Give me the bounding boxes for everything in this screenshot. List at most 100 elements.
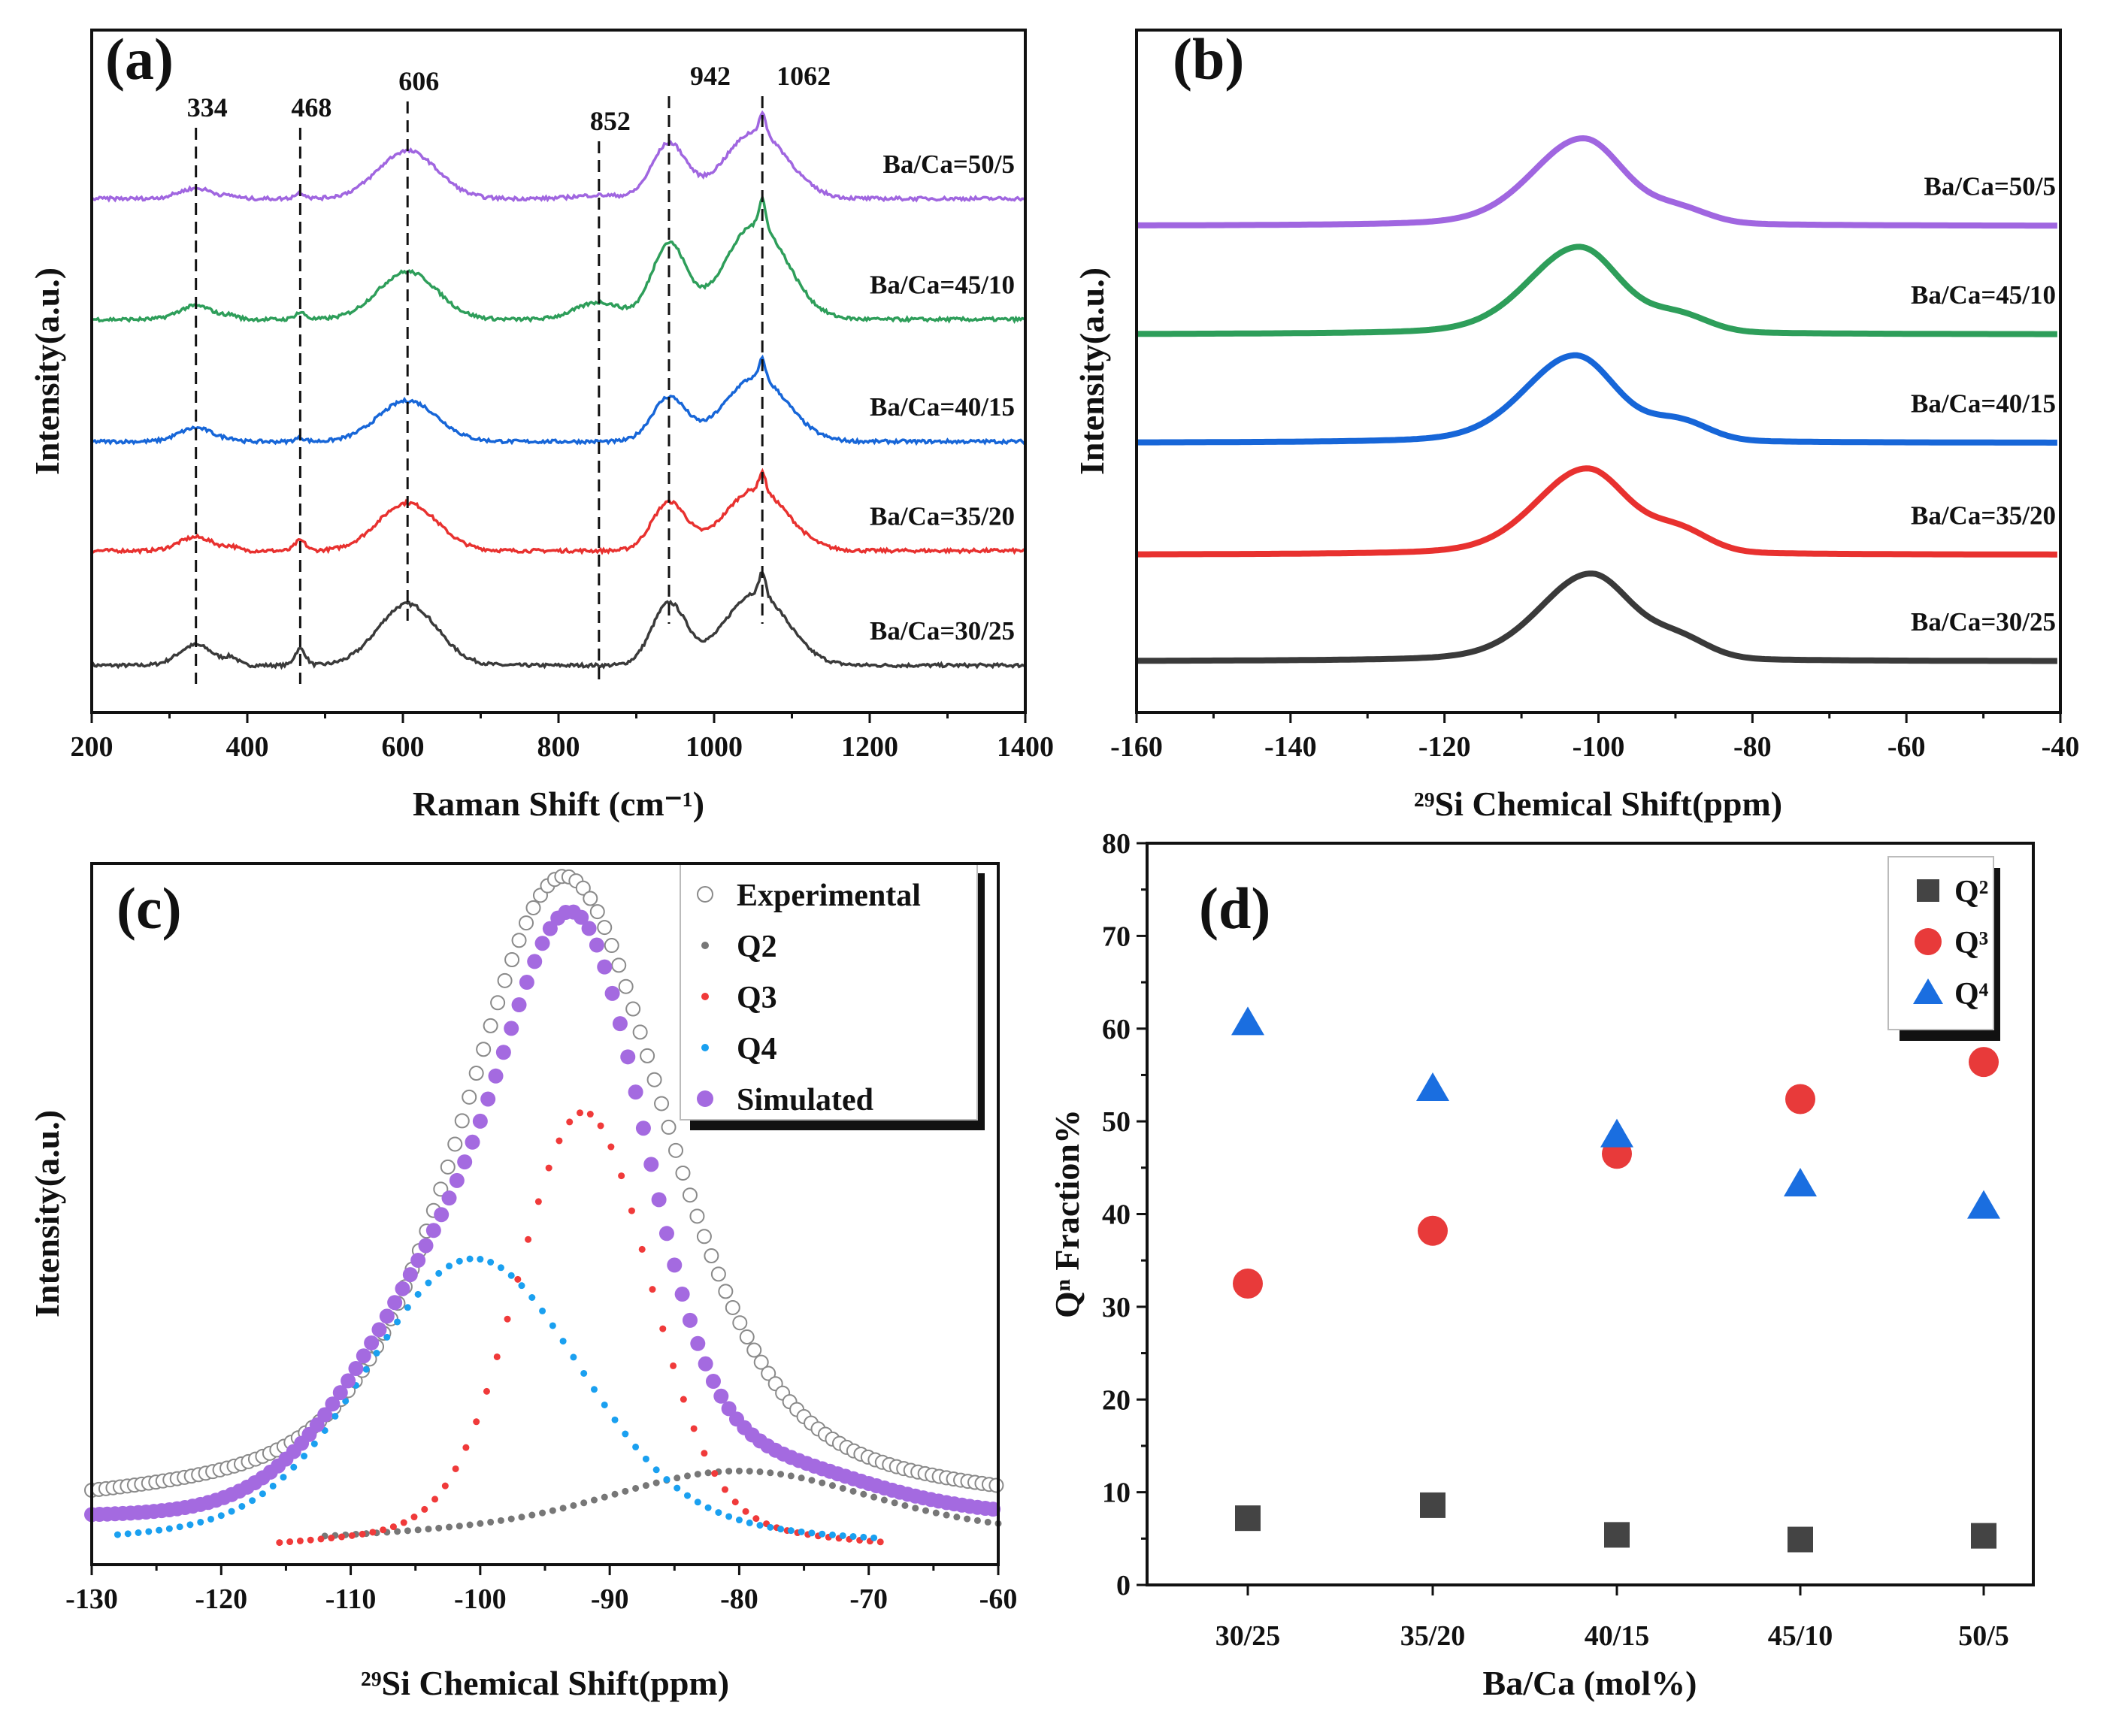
q3-point [338, 1533, 346, 1541]
peak-marker-label: 942 [690, 61, 731, 91]
experimental-point [668, 1142, 684, 1158]
q4-point [839, 1532, 846, 1539]
q4-point [114, 1531, 121, 1538]
simulated-point [690, 1335, 706, 1351]
q4-point [518, 1282, 525, 1290]
panel-b-xtick-label: -100 [1573, 731, 1625, 763]
q2-marker [1604, 1522, 1630, 1548]
q4-marker [1784, 1168, 1817, 1197]
experimental-point [525, 900, 541, 915]
q2-point [964, 1515, 971, 1523]
q4-point [725, 1513, 733, 1520]
peak-marker-label: 1062 [776, 61, 831, 91]
q2-point [456, 1523, 463, 1530]
q4-point [207, 1515, 215, 1523]
panel-b: (b) ²⁹Si Chemical Shift(ppm) Intensity(a… [1073, 26, 2079, 823]
q4-point [819, 1530, 826, 1538]
legend-label: Experimental [737, 879, 921, 913]
q4-point [280, 1474, 287, 1481]
q3-point [473, 1418, 480, 1426]
q3-point [545, 1164, 552, 1172]
q2-point [932, 1509, 940, 1517]
q4-point [331, 1412, 339, 1420]
q4-point [590, 1386, 598, 1393]
experimental-point [440, 1159, 456, 1175]
q3-point [586, 1111, 594, 1118]
simulated-point [612, 1016, 628, 1032]
q2-point [953, 1514, 961, 1521]
q3-point [369, 1529, 377, 1536]
simulated-point [581, 921, 597, 936]
panel-a-xtick-label: 400 [226, 731, 269, 763]
nmr-series-line [1137, 465, 2057, 558]
simulated-point [425, 1223, 441, 1238]
experimental-point [682, 1187, 698, 1203]
q4-point [310, 1440, 318, 1447]
simulated-point [472, 1113, 488, 1129]
q4-point [414, 1290, 422, 1298]
panel-c: (c) ²⁹Si Chemical Shift(ppm) Intensity(a… [28, 862, 1017, 1702]
q4-point [746, 1519, 753, 1526]
q2-point [725, 1468, 733, 1475]
simulated-point [651, 1192, 667, 1208]
panel-c-xtick-label: -70 [849, 1583, 888, 1615]
q4-point [570, 1353, 577, 1361]
experimental-point [988, 1477, 1004, 1493]
q2-point [787, 1472, 795, 1480]
panel-b-xtick-label: -80 [1733, 731, 1772, 763]
panel-a-xtick-label: 600 [382, 731, 425, 763]
raman-series-line [91, 467, 1026, 555]
q2-point [404, 1527, 411, 1535]
q2-point [880, 1496, 888, 1504]
simulated-point [457, 1154, 473, 1170]
q4-point [694, 1499, 701, 1506]
experimental-point [511, 933, 527, 948]
panel-b-xtick-label: -140 [1264, 731, 1317, 763]
simulated-point [674, 1287, 690, 1302]
q3-marker [1969, 1047, 1999, 1078]
q2-point [912, 1505, 919, 1512]
legend-label: Q³ [1954, 926, 1988, 960]
q2-point [891, 1499, 898, 1507]
q4-point [259, 1490, 266, 1498]
experimental-point [583, 891, 598, 906]
q3-point [742, 1508, 749, 1515]
experimental-point [462, 1089, 477, 1105]
panel-d-ytick-label: 0 [1116, 1570, 1131, 1601]
q3-point [566, 1118, 574, 1126]
q2-point [808, 1477, 816, 1484]
panel-a-xtick-label: 800 [537, 731, 580, 763]
simulated-point [309, 1417, 325, 1433]
peak-marker-label: 606 [398, 66, 439, 96]
q4-point [580, 1369, 588, 1377]
experimental-point [604, 938, 619, 954]
nmr-series-line [1137, 243, 2057, 337]
simulated-point [635, 1121, 651, 1136]
experimental-point [675, 1165, 691, 1181]
q3-point [421, 1505, 428, 1513]
q3-point [431, 1496, 439, 1503]
experimental-point [732, 1315, 748, 1331]
q4-point [373, 1350, 380, 1357]
q2-point [466, 1521, 474, 1529]
q4-point [870, 1534, 878, 1541]
q2-point [756, 1468, 764, 1475]
experimental-point [611, 957, 627, 973]
panel-c-xtick-label: -120 [195, 1583, 247, 1615]
q4-point [342, 1397, 350, 1405]
panel-d-ytick-label: 60 [1102, 1014, 1131, 1045]
panel-b-frame [1135, 29, 2062, 714]
panel-a-xtick-label: 1400 [997, 731, 1054, 763]
simulated-point [643, 1157, 659, 1172]
q3-point [504, 1315, 511, 1323]
q2-point [674, 1474, 681, 1482]
q4-point [249, 1497, 256, 1505]
experimental-point [632, 1024, 648, 1040]
panel-a-ylabel: Intensity(a.u.) [28, 268, 66, 475]
panel-b-xlabel: ²⁹Si Chemical Shift(ppm) [1414, 785, 1782, 823]
q4-point [176, 1523, 183, 1531]
q4-point [228, 1508, 235, 1515]
simulated-point [364, 1335, 380, 1350]
q2-point [849, 1487, 857, 1495]
experimental-point [625, 1001, 641, 1017]
